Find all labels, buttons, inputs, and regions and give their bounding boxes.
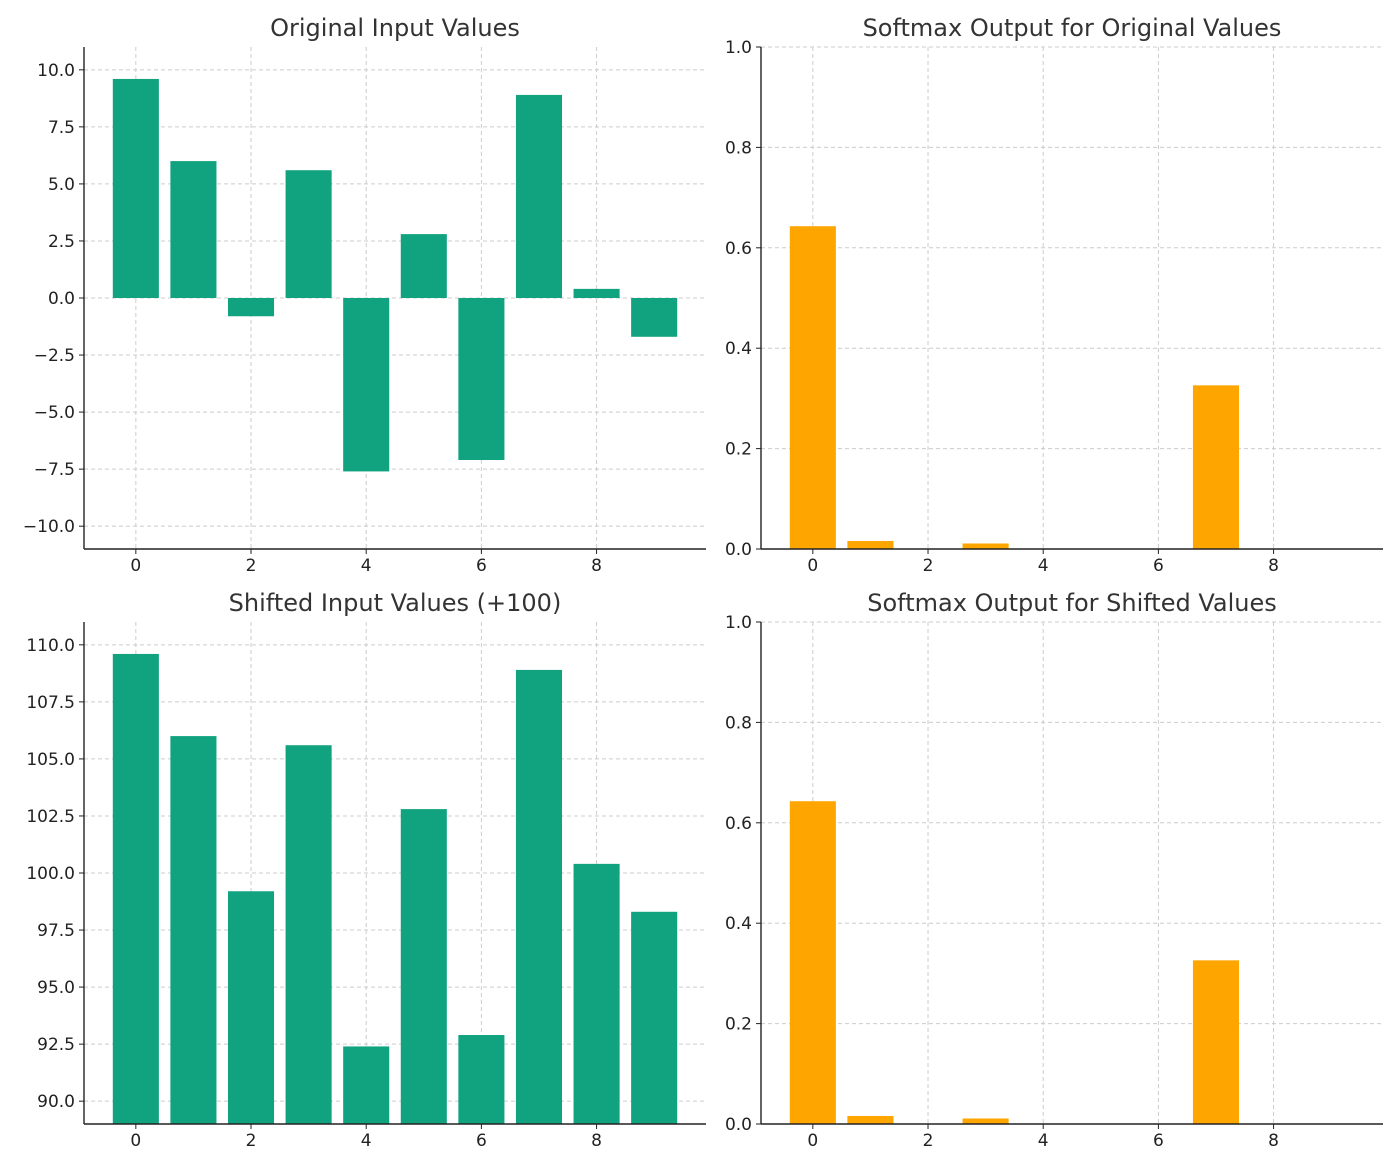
bar-9: [631, 911, 678, 1124]
bar-4: [343, 1046, 390, 1124]
x-tick-label: 4: [1038, 1131, 1049, 1151]
bar-8: [573, 863, 620, 1124]
chart-panel-2: 0 2 4 6 8 0.0 0.2 0.4 0.6 0.8 1.0 Softmax Output fo…: [725, 14, 1383, 576]
x-tick-label: 2: [246, 1131, 257, 1151]
bar-1: [847, 1115, 894, 1124]
y-tick-label: 0.2: [725, 1015, 752, 1035]
x-tick-label: 6: [476, 556, 487, 576]
bar-1: [170, 161, 217, 298]
y-tick-label: 1.0: [725, 38, 752, 58]
y-tick-label: 102.5: [26, 807, 75, 827]
x-tick-label: 0: [130, 556, 141, 576]
y-tick-label: 2.5: [48, 232, 75, 252]
y-tick-label: 0.8: [725, 713, 752, 733]
bar-0: [112, 78, 159, 298]
y-tick-label: 7.5: [48, 118, 75, 138]
x-tick-label: 0: [130, 1131, 141, 1151]
y-tick-label: 0.2: [725, 440, 752, 460]
chart-title: Shifted Input Values (+100): [229, 589, 562, 617]
bar-1: [847, 540, 894, 549]
y-tick-label: 92.5: [37, 1035, 75, 1055]
y-tick-label: 110.0: [26, 636, 75, 656]
chart-panel-3: 0 2 4 6 8 90.0 92.5 95.0 97.5 100.0 102.5 105.0 107.…: [26, 589, 706, 1151]
y-tick-label: 0.6: [725, 814, 752, 834]
bar-3: [962, 543, 1009, 549]
bar-0: [789, 801, 836, 1124]
y-tick-label: 5.0: [48, 175, 75, 195]
chart-panel-1: 0 2 4 6 8 −10.0 −7.5 −5.0 −2.5 0.0 2.5 5.0 7.5 10.0 Or…: [23, 14, 706, 576]
x-tick-label: 6: [1153, 556, 1164, 576]
x-tick-label: 4: [361, 1131, 372, 1151]
bar-7: [515, 669, 563, 1124]
y-tick-label: 100.0: [26, 864, 75, 884]
x-tick-label: 6: [1153, 1131, 1164, 1151]
bar-5: [400, 809, 447, 1124]
y-tick-label: 107.5: [26, 693, 75, 713]
x-tick-label: 8: [591, 556, 602, 576]
x-tick-label: 8: [591, 1131, 602, 1151]
x-tick-label: 2: [246, 556, 257, 576]
bar-8: [573, 288, 620, 298]
chart-title: Original Input Values: [270, 14, 520, 42]
bar-2: [227, 298, 275, 317]
y-tick-label: 0.8: [725, 138, 752, 158]
x-tick-label: 2: [923, 1131, 934, 1151]
bar-3: [962, 1118, 1009, 1124]
y-tick-label: −7.5: [34, 460, 75, 480]
bar-0: [112, 653, 159, 1124]
x-tick-label: 4: [361, 556, 372, 576]
y-tick-label: 0.0: [725, 540, 752, 560]
x-tick-label: 0: [807, 1131, 818, 1151]
bar-6: [458, 1035, 505, 1124]
bar-4: [343, 298, 390, 472]
bar-7: [1192, 385, 1240, 549]
y-tick-label: 105.0: [26, 750, 75, 770]
x-tick-label: 0: [807, 556, 818, 576]
bar-6: [458, 298, 505, 461]
bar-7: [1192, 960, 1240, 1124]
y-tick-label: −2.5: [34, 346, 75, 366]
y-tick-label: 0.4: [725, 914, 752, 934]
y-tick-label: −5.0: [34, 403, 75, 423]
y-tick-label: −10.0: [23, 517, 75, 537]
y-tick-label: 0.6: [725, 239, 752, 259]
bar-2: [227, 891, 275, 1124]
x-tick-label: 8: [1268, 1131, 1279, 1151]
chart-title: Softmax Output for Shifted Values: [867, 589, 1277, 617]
bar-1: [170, 736, 217, 1124]
bar-0: [789, 226, 836, 550]
bar-3: [285, 170, 332, 298]
y-tick-label: 10.0: [37, 61, 75, 81]
y-tick-label: 0.4: [725, 339, 752, 359]
x-tick-label: 6: [476, 1131, 487, 1151]
bar-9: [631, 298, 678, 337]
bar-3: [285, 745, 332, 1124]
x-tick-label: 4: [1038, 556, 1049, 576]
bar-7: [515, 94, 563, 298]
bar-5: [400, 234, 447, 298]
y-tick-label: 0.0: [725, 1115, 752, 1135]
x-tick-label: 2: [923, 556, 934, 576]
y-tick-label: 97.5: [37, 921, 75, 941]
chart-title: Softmax Output for Original Values: [863, 14, 1282, 42]
x-tick-label: 8: [1268, 556, 1279, 576]
y-tick-label: 95.0: [37, 978, 75, 998]
y-tick-label: 90.0: [37, 1092, 75, 1112]
chart-panel-4: 0 2 4 6 8 0.0 0.2 0.4 0.6 0.8 1.0 Softmax Output fo…: [725, 589, 1383, 1151]
y-tick-label: 0.0: [48, 289, 75, 309]
y-tick-label: 1.0: [725, 613, 752, 633]
